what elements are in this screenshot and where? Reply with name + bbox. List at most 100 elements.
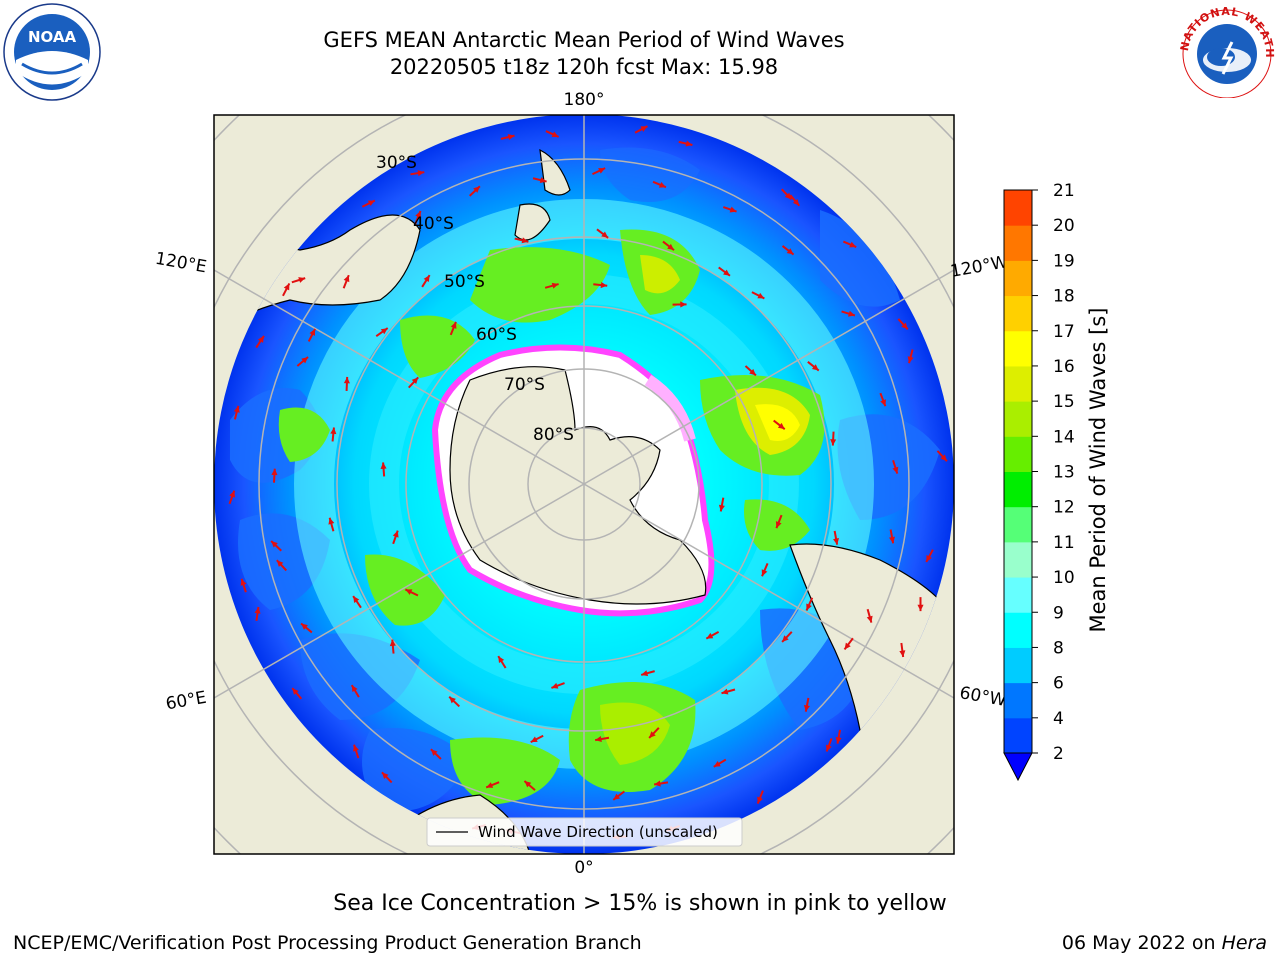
colorbar-tick-label: 13 <box>1053 463 1075 483</box>
colorbar-segment <box>1004 647 1032 684</box>
wave-arrow-head <box>833 537 840 545</box>
wave-arrow-head <box>450 321 457 329</box>
wave-arrow-head <box>729 206 737 213</box>
wave-arrow-head <box>507 134 515 141</box>
lon-label-120w: 120°W <box>949 252 1010 282</box>
colorbar-segment <box>1004 577 1032 613</box>
wave-arrow-head <box>803 704 810 712</box>
wave-arrow-head <box>685 140 693 147</box>
wave-arrow-head <box>811 364 819 371</box>
wave-arrow-head <box>328 517 335 525</box>
lat-label-70s: 70°S <box>504 375 545 395</box>
footer-date: 06 May 2022 on Hera <box>1062 932 1267 954</box>
lat-label-40s: 40°S <box>413 214 454 234</box>
wave-arrow-head <box>551 682 559 689</box>
corner-land <box>214 115 300 140</box>
footer-host: Hera <box>1221 932 1267 954</box>
sea-ice-note: Sea Ice Concentration > 15% is shown in … <box>333 891 947 916</box>
colorbar-segment <box>1004 471 1032 508</box>
wave-arrow-head <box>551 282 559 289</box>
wave-arrow-head <box>649 731 656 738</box>
noaa-logo-text: NOAA <box>28 28 77 46</box>
wave-arrow-head <box>271 540 278 548</box>
wave-arrow-head <box>521 237 529 244</box>
wave-arrow-head <box>381 772 389 780</box>
wave-arrow-head <box>417 170 425 177</box>
colorbar-segment <box>1004 260 1032 297</box>
wave-arrow-head <box>880 399 886 407</box>
colorbar-segment <box>1004 401 1032 437</box>
colorbar-segment <box>1004 436 1032 472</box>
wave-arrow-head <box>844 642 851 650</box>
wave-arrow-head <box>449 696 456 704</box>
wave-arrow-head <box>415 210 421 218</box>
colorbar-segment <box>1004 612 1032 648</box>
map-frame <box>213 114 955 855</box>
noaa-logo: NOAA <box>3 3 101 101</box>
wave-arrow-head <box>392 530 399 538</box>
colorbar-tick-label: 12 <box>1053 498 1075 518</box>
wave-arrow-head <box>351 685 358 693</box>
wave-arrow-head <box>298 277 306 283</box>
wave-arrow-head <box>848 310 855 317</box>
lat-label-30s: 30°S <box>376 153 417 173</box>
colorbar-segment <box>1004 682 1032 719</box>
wave-arrow-head <box>600 282 608 289</box>
wave-arrow-head <box>539 177 547 184</box>
colorbar-segment <box>1004 717 1032 754</box>
wave-arrow-head <box>680 301 687 308</box>
colorbar-tick-label: 14 <box>1053 427 1075 447</box>
wave-arrow-head <box>301 623 308 630</box>
colorbar-tick-label: 20 <box>1053 216 1075 236</box>
wave-arrow-head <box>353 596 360 603</box>
wave-arrow-head <box>721 688 729 695</box>
colorbar-tick-label: 16 <box>1053 357 1075 377</box>
lat-label-80s: 80°S <box>533 425 574 445</box>
colorbar-tick-label: 4 <box>1053 709 1064 729</box>
wave-arrow-head <box>761 569 768 577</box>
wave-arrow-head <box>723 269 730 276</box>
wave-arrow-head <box>940 454 947 462</box>
wave-arrow-head <box>849 241 857 248</box>
colorbar-tick-label: 10 <box>1053 568 1075 588</box>
colorbar-extend-triangle <box>1003 752 1033 782</box>
wave-arrow-head <box>343 376 350 384</box>
wave-arrow-head <box>257 335 264 343</box>
wave-arrow-head <box>530 736 538 743</box>
wave-arrow-head <box>343 275 350 283</box>
wave-arrow-head <box>301 356 309 364</box>
wave-arrow-head <box>389 639 396 647</box>
colorbar-segment <box>1004 295 1032 332</box>
footer-date-text: 06 May 2022 on <box>1061 932 1216 954</box>
lon-label-60w: 60°W <box>958 683 1008 711</box>
colorbar-tick-label: 17 <box>1053 322 1075 342</box>
wave-arrow-head <box>786 248 794 255</box>
colorbar-segment <box>1004 190 1032 226</box>
wave-arrow-head <box>411 377 419 385</box>
wave-arrow-head <box>757 796 763 804</box>
colorbar-tick-label: 6 <box>1053 674 1064 694</box>
wave-arrow-head <box>598 168 606 174</box>
lat-label-50s: 50°S <box>444 272 485 292</box>
lon-label-120e: 120°E <box>154 249 208 278</box>
wave-arrow-head <box>405 589 413 595</box>
wave-arrow-head <box>907 356 914 364</box>
wave-arrow-head <box>658 181 666 188</box>
wave-arrow-head <box>430 749 438 756</box>
wave-arrow-head <box>276 560 284 567</box>
wave-arrow-head <box>601 231 609 238</box>
colorbar-tick-label: 18 <box>1053 287 1075 307</box>
wave-arrow-head <box>892 466 899 474</box>
wave-arrow-head <box>486 782 494 788</box>
wave-arrow-head <box>706 632 714 639</box>
map-legend: Wind Wave Direction (unscaled) <box>426 817 743 847</box>
colorbar-tick-label: 19 <box>1053 251 1075 271</box>
chart-subtitle: 20220505 t18z 120h fcst Max: 15.98 <box>389 55 779 79</box>
colorbar-tick-label: 2 <box>1053 744 1064 764</box>
wave-arrow-head <box>926 555 932 563</box>
colorbar-tick-label: 11 <box>1053 533 1075 553</box>
wave-arrow-head <box>641 670 649 677</box>
colorbar-segment <box>1004 541 1032 578</box>
wave-arrow-head <box>806 603 812 611</box>
